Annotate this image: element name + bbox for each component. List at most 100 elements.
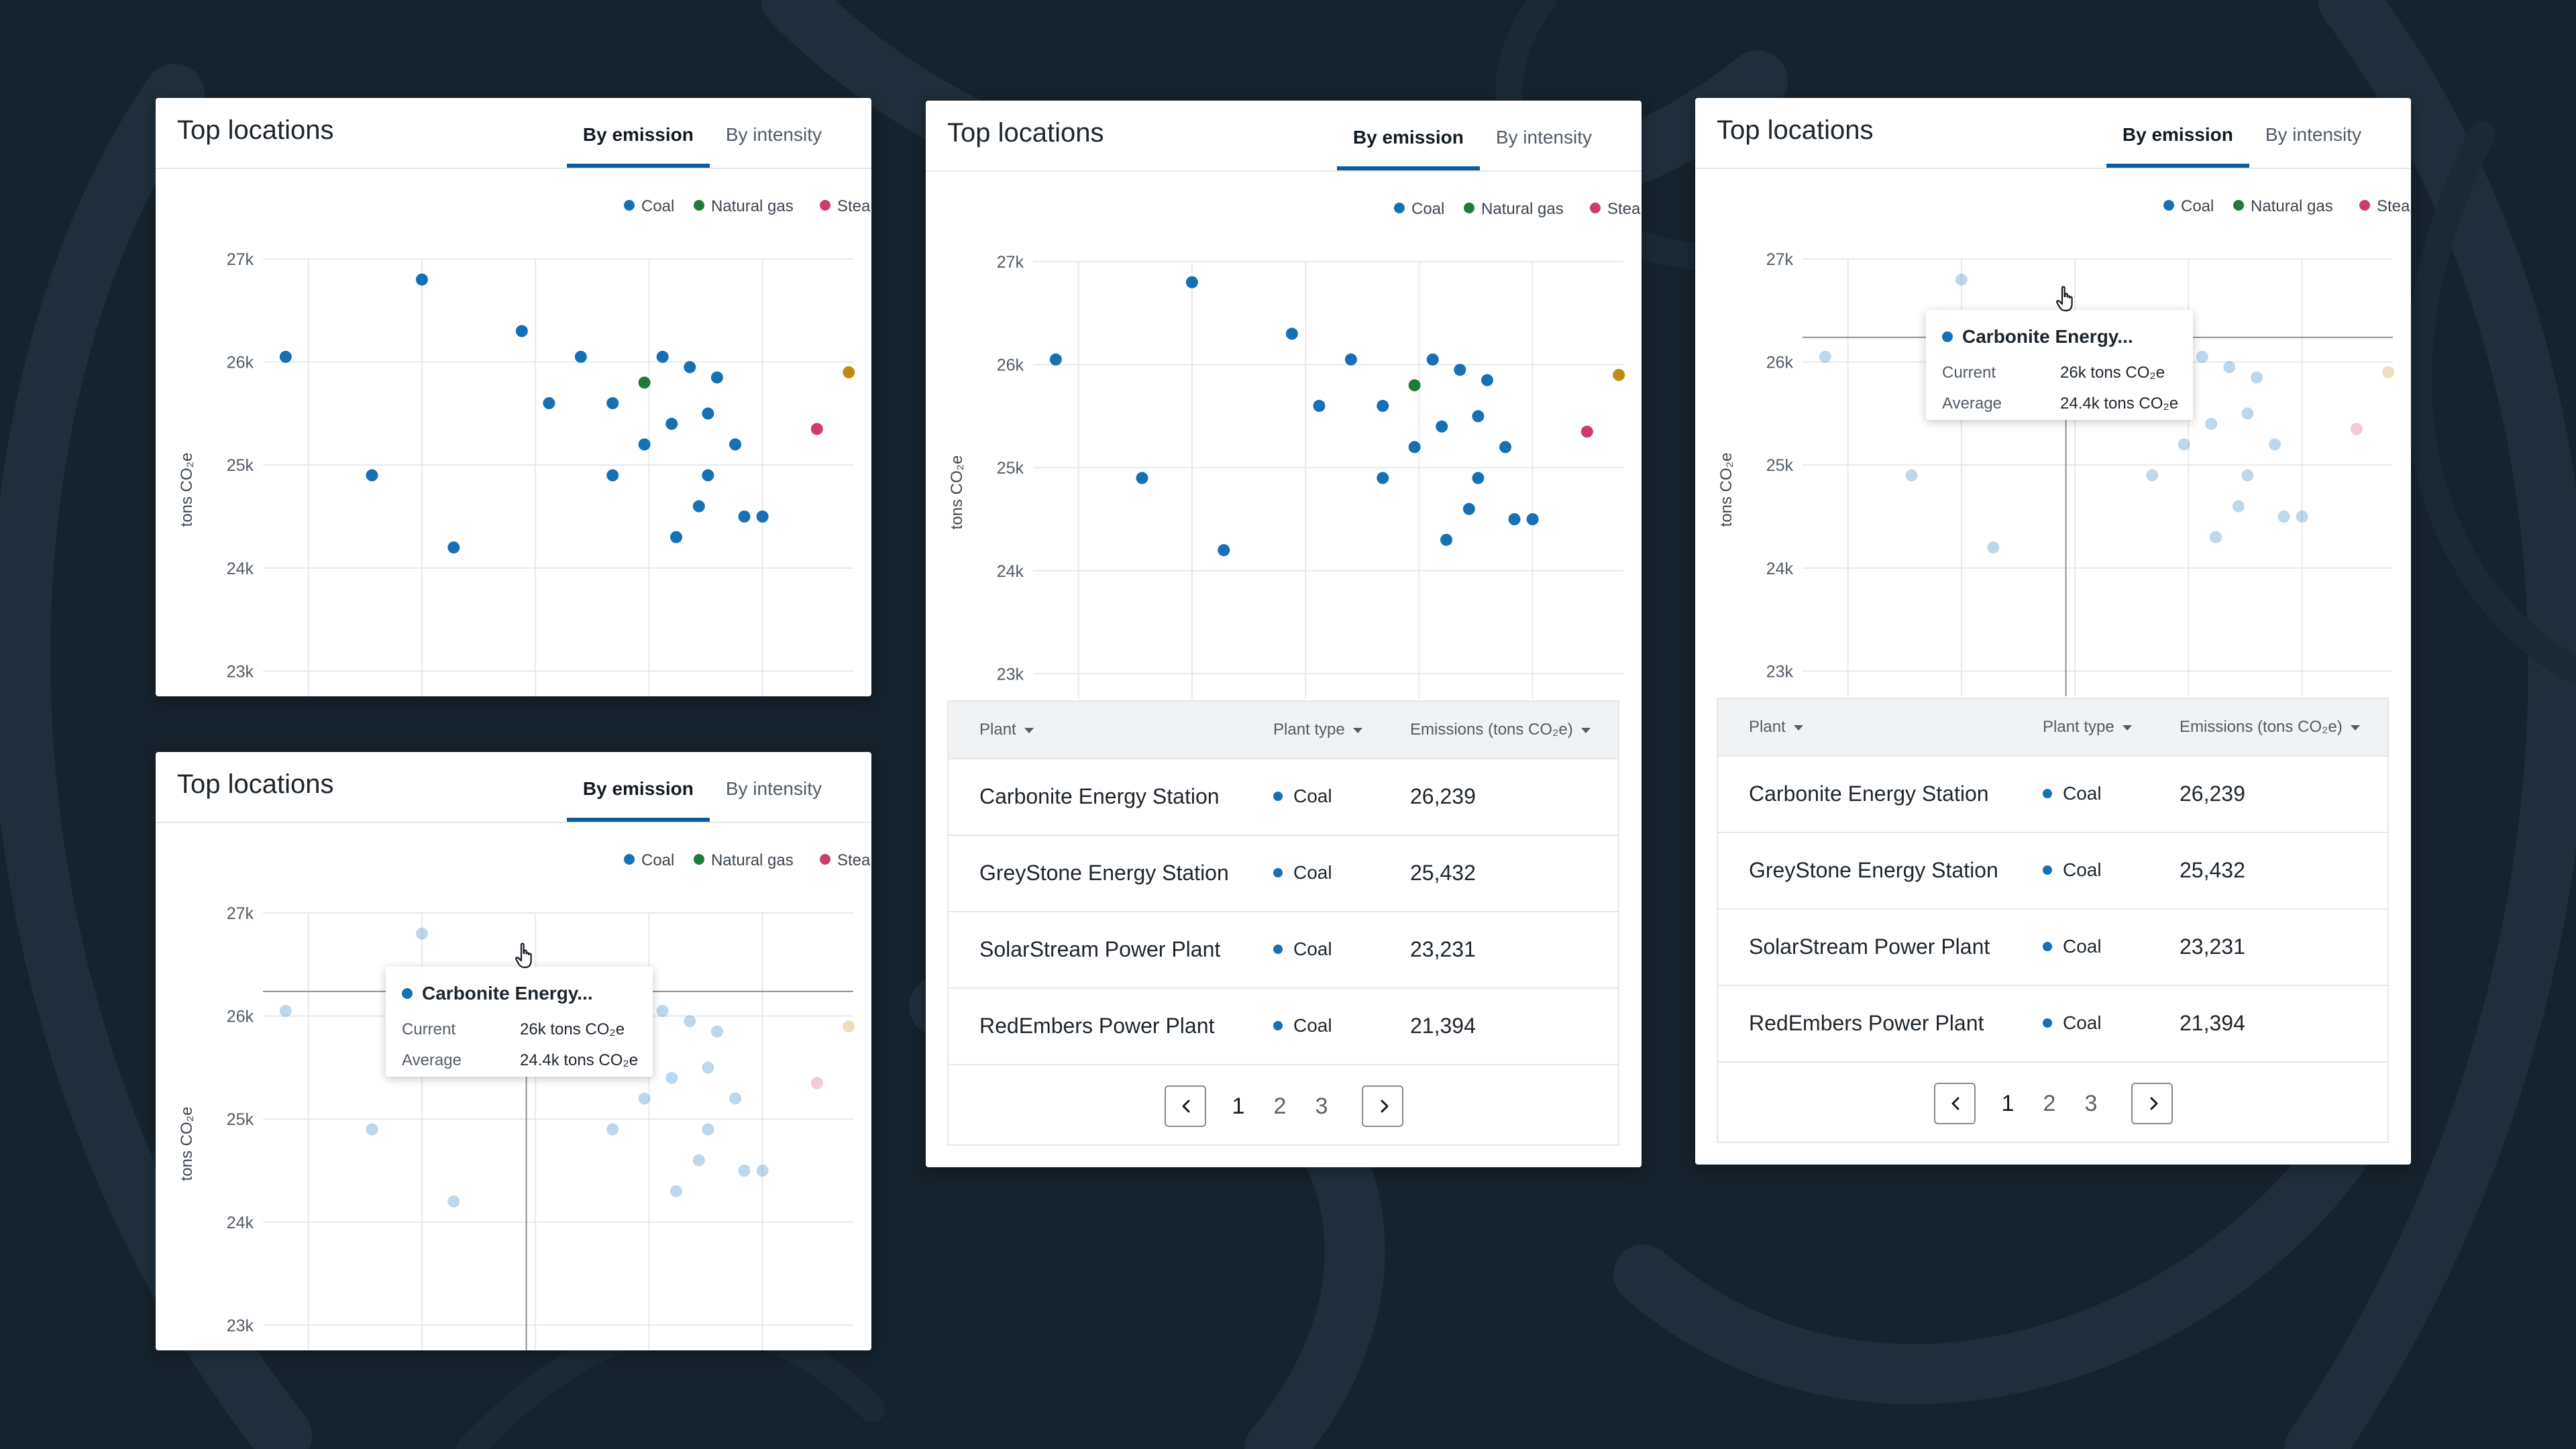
data-point-coal[interactable] — [702, 1061, 714, 1074]
legend-item-coal[interactable]: Coal — [2163, 197, 2214, 215]
data-point-coal[interactable] — [1987, 541, 2000, 554]
data-point-coal[interactable] — [1481, 374, 1493, 386]
data-point-coal[interactable] — [656, 1004, 669, 1017]
data-point-coal[interactable] — [710, 371, 723, 384]
table-row[interactable]: SolarStream Power Plant Coal 23,231 — [949, 911, 1618, 989]
data-point-coal[interactable] — [638, 438, 651, 451]
data-point-coal[interactable] — [670, 531, 682, 543]
data-point-coal[interactable] — [515, 325, 528, 337]
next-page-button[interactable] — [2131, 1083, 2173, 1124]
page-2-button[interactable]: 2 — [2043, 1091, 2056, 1116]
tab-by-intensity[interactable]: By intensity — [1495, 127, 1592, 148]
data-point-coal[interactable] — [2210, 531, 2222, 543]
tab-by-emission[interactable]: By emission — [1336, 101, 1480, 170]
column-header-plant[interactable]: Plant — [979, 702, 1034, 758]
data-point-coal[interactable] — [738, 511, 751, 523]
data-point-plant-type[interactable] — [843, 366, 855, 378]
legend-item-coal[interactable]: Coal — [624, 851, 674, 869]
data-point-plant-type[interactable] — [1613, 368, 1625, 381]
tab-by-intensity[interactable]: By intensity — [2265, 124, 2361, 145]
data-point-coal[interactable] — [1472, 410, 1485, 423]
data-point-natural-gas[interactable] — [1408, 379, 1421, 392]
data-point-coal[interactable] — [702, 1123, 714, 1136]
data-point-coal[interactable] — [1313, 400, 1326, 413]
data-point-coal[interactable] — [2146, 469, 2159, 482]
data-point-coal[interactable] — [2205, 417, 2218, 430]
data-point-coal[interactable] — [1819, 350, 1831, 363]
data-point-plant-type[interactable] — [843, 1020, 855, 1032]
legend-item-steam[interactable]: Steam — [820, 851, 871, 869]
data-point-coal[interactable] — [1454, 364, 1466, 376]
data-point-coal[interactable] — [279, 350, 292, 363]
data-point-coal[interactable] — [1508, 513, 1521, 525]
data-point-steam[interactable] — [810, 1077, 823, 1089]
column-header-plant[interactable]: Plant — [1749, 699, 1803, 755]
table-row[interactable]: GreyStone Energy Station Coal 25,432 — [1718, 832, 2387, 910]
data-point-coal[interactable] — [1526, 513, 1539, 525]
data-point-coal[interactable] — [684, 1015, 696, 1028]
data-point-coal[interactable] — [1049, 353, 1062, 366]
table-row[interactable]: SolarStream Power Plant Coal 23,231 — [1718, 908, 2387, 986]
data-point-coal[interactable] — [2196, 350, 2208, 363]
data-point-coal[interactable] — [1499, 441, 1511, 453]
data-point-coal[interactable] — [702, 469, 714, 482]
data-point-coal[interactable] — [1955, 273, 1968, 286]
data-point-coal[interactable] — [665, 417, 678, 430]
data-point-coal[interactable] — [366, 1123, 378, 1136]
data-point-coal[interactable] — [415, 927, 428, 940]
data-point-coal[interactable] — [415, 273, 428, 286]
legend-item-natural-gas[interactable]: Natural gas — [1464, 200, 1564, 218]
page-1-button[interactable]: 1 — [1232, 1093, 1245, 1119]
legend-item-coal[interactable]: Coal — [624, 197, 674, 215]
legend-item-steam[interactable]: Steam — [2359, 197, 2411, 215]
previous-page-button[interactable] — [1934, 1083, 1976, 1124]
legend-item-steam[interactable]: Steam — [820, 197, 871, 215]
data-point-coal[interactable] — [1218, 544, 1230, 557]
data-point-coal[interactable] — [279, 1004, 292, 1017]
legend-item-steam[interactable]: Steam — [1590, 200, 1642, 218]
table-row[interactable]: GreyStone Energy Station Coal 25,432 — [949, 835, 1618, 912]
data-point-coal[interactable] — [2223, 361, 2236, 374]
column-header-emissions[interactable]: Emissions (tons CO₂e) — [1410, 702, 1591, 758]
data-point-coal[interactable] — [756, 511, 769, 523]
table-row[interactable]: Carbonite Energy Station Coal 26,239 — [1718, 755, 2387, 833]
previous-page-button[interactable] — [1165, 1085, 1206, 1127]
data-point-coal[interactable] — [702, 407, 714, 420]
data-point-coal[interactable] — [1185, 276, 1198, 288]
tab-by-emission[interactable]: By emission — [566, 752, 710, 822]
data-point-coal[interactable] — [2241, 407, 2254, 420]
table-row[interactable]: Carbonite Energy Station Coal 26,239 — [949, 758, 1618, 836]
data-point-coal[interactable] — [1285, 327, 1298, 340]
column-header-plant-type[interactable]: Plant type — [2043, 699, 2132, 755]
data-point-coal[interactable] — [2241, 469, 2254, 482]
data-point-coal[interactable] — [756, 1165, 769, 1177]
data-point-coal[interactable] — [1905, 469, 1918, 482]
tab-by-emission[interactable]: By emission — [2106, 98, 2249, 168]
data-point-steam[interactable] — [810, 423, 823, 435]
data-point-steam[interactable] — [2350, 423, 2363, 435]
data-point-coal[interactable] — [543, 397, 555, 410]
table-row[interactable]: RedEmbers Power Plant Coal 21,394 — [1718, 985, 2387, 1063]
data-point-coal[interactable] — [2277, 511, 2290, 523]
data-point-coal[interactable] — [729, 1092, 741, 1105]
legend-item-natural-gas[interactable]: Natural gas — [694, 197, 794, 215]
data-point-coal[interactable] — [710, 1025, 723, 1038]
data-point-coal[interactable] — [2269, 438, 2281, 451]
tab-by-emission[interactable]: By emission — [566, 98, 710, 168]
table-row[interactable]: RedEmbers Power Plant Coal 21,394 — [949, 987, 1618, 1065]
data-point-coal[interactable] — [2250, 371, 2263, 384]
data-point-coal[interactable] — [1462, 502, 1475, 515]
column-header-plant-type[interactable]: Plant type — [1273, 702, 1362, 758]
legend-item-natural-gas[interactable]: Natural gas — [694, 851, 794, 869]
tab-by-intensity[interactable]: By intensity — [725, 778, 822, 799]
data-point-coal[interactable] — [1436, 420, 1448, 433]
page-3-button[interactable]: 3 — [1315, 1093, 1328, 1119]
data-point-coal[interactable] — [738, 1165, 751, 1177]
data-point-coal[interactable] — [606, 397, 619, 410]
data-point-coal[interactable] — [670, 1185, 682, 1197]
page-3-button[interactable]: 3 — [2084, 1091, 2098, 1116]
column-header-emissions[interactable]: Emissions (tons CO₂e) — [2180, 699, 2360, 755]
data-point-coal[interactable] — [684, 361, 696, 374]
data-point-coal[interactable] — [1136, 472, 1148, 484]
data-point-steam[interactable] — [1580, 425, 1593, 438]
